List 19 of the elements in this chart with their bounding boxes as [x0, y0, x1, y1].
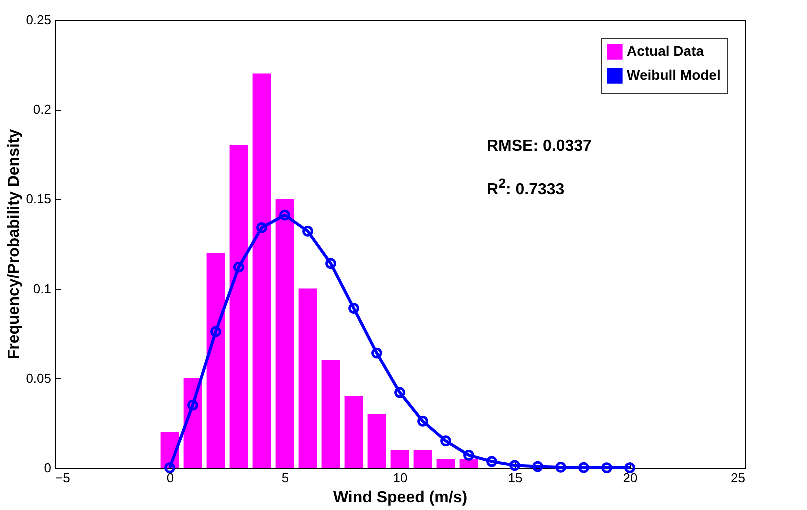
- legend-label: Weibull Model: [627, 67, 721, 83]
- y-tick-label: 0: [44, 460, 52, 476]
- x-tick-label: 10: [393, 470, 408, 486]
- x-tick-label: 5: [282, 470, 290, 486]
- x-tick-label: −5: [56, 470, 70, 486]
- y-tick-label: 0.15: [26, 192, 52, 207]
- legend-label: Actual Data: [627, 43, 704, 59]
- x-tick-label: 0: [166, 470, 174, 486]
- y-tick-label: 0.2: [33, 102, 52, 118]
- x-tick-label: 15: [508, 470, 523, 486]
- annotation: R$^{2}$: 0.7333: [487, 176, 565, 200]
- y-tick-label: 0.25: [26, 12, 52, 28]
- y-tick-label: 0.1: [33, 281, 52, 296]
- x-axis-title: Wind Speed (m/s): [333, 490, 468, 506]
- annotation: RMSE: 0.0337: [487, 138, 592, 156]
- y-tick-label: 0.05: [26, 370, 52, 386]
- x-tick-label: 20: [623, 470, 638, 486]
- x-tick-label: 25: [731, 470, 746, 486]
- y-axis-title: Frequency/Probability Density: [6, 129, 24, 360]
